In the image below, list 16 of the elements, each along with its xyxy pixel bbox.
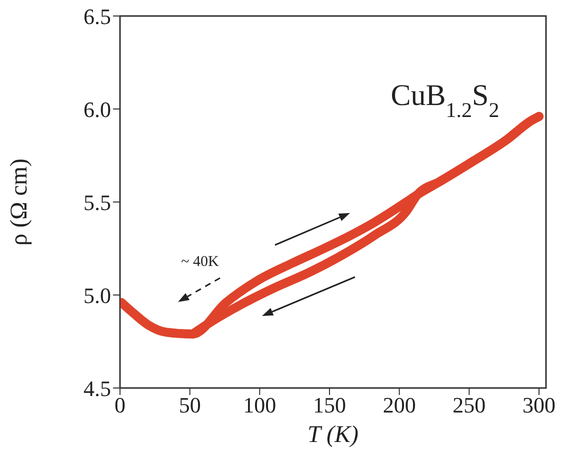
y-axis-title: ρ (Ω cm) [6,158,33,246]
x-tick-label: 100 [243,392,276,418]
y-tick-label: 6.5 [84,4,111,29]
x-axis-title: T (K) [308,422,358,448]
x-tick-label: 250 [452,392,486,418]
x-tick-label: 300 [522,392,556,418]
x-tick-label: 0 [114,392,126,418]
text: CuB$_{1.2}$S$_{2}$ [390,79,500,122]
x-tick-label: 150 [313,392,346,418]
y-tick-label: 6.0 [84,96,111,122]
x-tick-label: 50 [178,392,201,418]
y-tick-label: 5.0 [84,282,111,308]
y-tick-label: 4.5 [84,376,111,401]
annotation: ~ 40K [181,254,220,270]
x-tick-label: 200 [382,392,416,418]
y-tick-label: 5.5 [84,190,111,215]
